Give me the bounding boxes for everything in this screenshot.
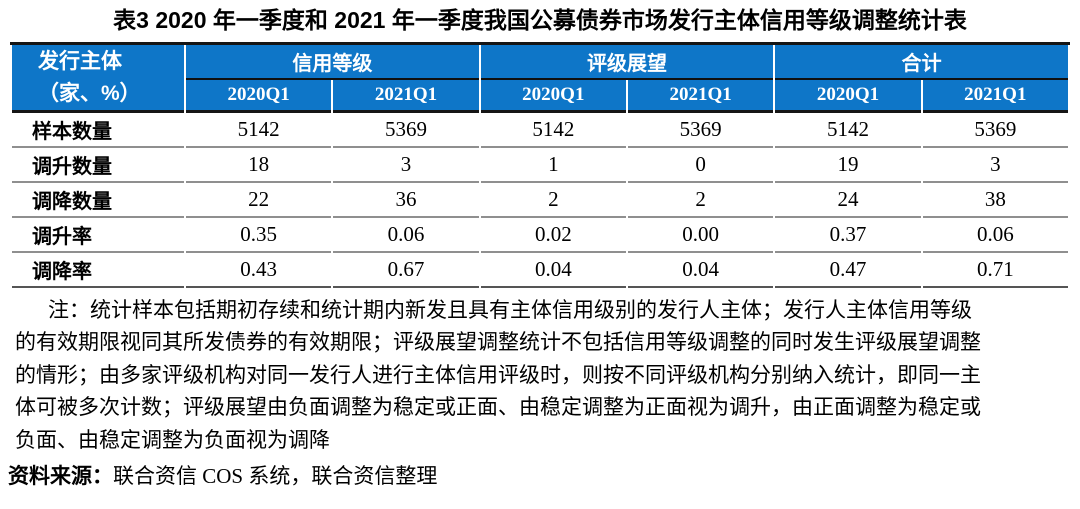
row-label: 样本数量 <box>12 113 184 148</box>
table-cell: 3 <box>333 148 479 183</box>
table-row-downgrade-count: 调降数量 22 36 2 2 24 38 <box>12 183 1068 218</box>
table-cell: 0.71 <box>922 253 1068 288</box>
table-cell: 5369 <box>333 113 479 148</box>
table-header: 发行主体 （家、%） 信用等级 评级展望 合计 2020Q1 2021Q1 20… <box>12 45 1068 113</box>
sub-header-outlook-2020q1: 2020Q1 <box>480 80 626 113</box>
source-line: 资料来源：联合资信 COS 系统，联合资信整理 <box>8 460 1080 490</box>
table-note: 注：统计样本包括期初存续和统计期内新发且具有主体信用级别的发行人主体；发行人主体… <box>15 298 981 452</box>
table-cell: 5142 <box>775 113 921 148</box>
table-cell: 0.37 <box>775 218 921 253</box>
table-cell: 0.43 <box>186 253 332 288</box>
table-cell: 1 <box>480 148 626 183</box>
group-header-row: 发行主体 （家、%） 信用等级 评级展望 合计 <box>12 45 1068 113</box>
corner-header-line1: 发行主体 <box>38 49 122 73</box>
table-cell: 19 <box>775 148 921 183</box>
table-row-downgrade-rate: 调降率 0.43 0.67 0.04 0.04 0.47 0.71 <box>12 253 1068 288</box>
group-header-credit-rating: 信用等级 <box>186 45 479 80</box>
table-row-sample-count: 样本数量 5142 5369 5142 5369 5142 5369 <box>12 113 1068 148</box>
table-cell: 0.67 <box>333 253 479 288</box>
period-header-row: 2020Q1 2021Q1 2020Q1 2021Q1 2020Q1 2021Q… <box>12 80 1068 113</box>
table-cell: 0.47 <box>775 253 921 288</box>
table-cell: 0.06 <box>333 218 479 253</box>
table-cell: 0.35 <box>186 218 332 253</box>
row-label: 调降数量 <box>12 183 184 218</box>
table-cell: 5142 <box>480 113 626 148</box>
table-row-upgrade-rate: 调升率 0.35 0.06 0.02 0.00 0.37 0.06 <box>12 218 1068 253</box>
table-cell: 36 <box>333 183 479 218</box>
rating-adjustment-table: 发行主体 （家、%） 信用等级 评级展望 合计 2020Q1 2021Q1 20… <box>10 45 1070 288</box>
source-text: 联合资信 COS 系统，联合资信整理 <box>113 464 438 489</box>
table-cell: 24 <box>775 183 921 218</box>
corner-header-line2: （家、%） <box>38 81 141 105</box>
table-body: 样本数量 5142 5369 5142 5369 5142 5369 调升数量 … <box>12 113 1068 288</box>
table-cell: 18 <box>186 148 332 183</box>
table-row-upgrade-count: 调升数量 18 3 1 0 19 3 <box>12 148 1068 183</box>
sub-header-credit-2021q1: 2021Q1 <box>333 80 479 113</box>
document-page: 表3 2020 年一季度和 2021 年一季度我国公募债券市场发行主体信用等级调… <box>0 6 1080 490</box>
table-cell: 2 <box>627 183 774 218</box>
sub-header-outlook-2021q1: 2021Q1 <box>627 80 774 113</box>
table-cell: 0.04 <box>627 253 774 288</box>
table-cell: 38 <box>922 183 1068 218</box>
table-cell: 0.02 <box>480 218 626 253</box>
table-cell: 0 <box>627 148 774 183</box>
group-header-total: 合计 <box>775 45 1068 80</box>
row-label: 调升数量 <box>12 148 184 183</box>
table-cell: 22 <box>186 183 332 218</box>
table-cell: 0.00 <box>627 218 774 253</box>
source-label: 资料来源： <box>8 464 113 489</box>
corner-header-issuer: 发行主体 （家、%） <box>12 45 184 113</box>
rating-table-container: 发行主体 （家、%） 信用等级 评级展望 合计 2020Q1 2021Q1 20… <box>10 42 1070 288</box>
sub-header-credit-2020q1: 2020Q1 <box>186 80 332 113</box>
row-label: 调降率 <box>12 253 184 288</box>
table-cell: 0.06 <box>922 218 1068 253</box>
sub-header-total-2021q1: 2021Q1 <box>922 80 1068 113</box>
table-cell: 2 <box>480 183 626 218</box>
row-label: 调升率 <box>12 218 184 253</box>
table-cell: 5369 <box>627 113 774 148</box>
table-cell: 5142 <box>186 113 332 148</box>
group-header-rating-outlook: 评级展望 <box>480 45 774 80</box>
table-title: 表3 2020 年一季度和 2021 年一季度我国公募债券市场发行主体信用等级调… <box>113 7 967 33</box>
table-cell: 3 <box>922 148 1068 183</box>
table-cell: 5369 <box>922 113 1068 148</box>
table-cell: 0.04 <box>480 253 626 288</box>
sub-header-total-2020q1: 2020Q1 <box>775 80 921 113</box>
